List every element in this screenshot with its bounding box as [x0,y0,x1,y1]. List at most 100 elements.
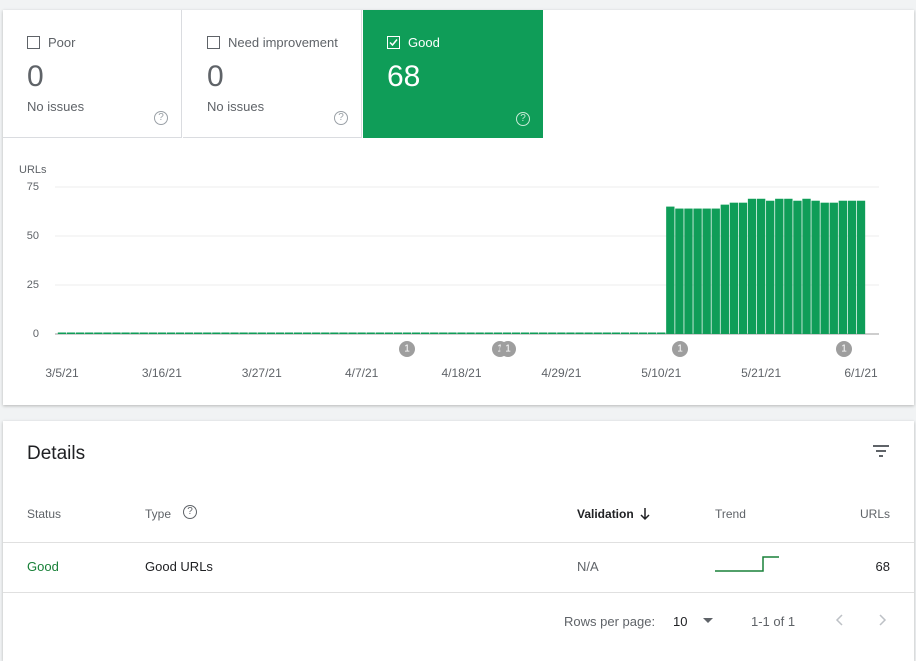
x-tick-label: 3/16/21 [142,366,182,380]
bar [130,333,138,335]
bar [348,333,356,335]
bar [85,333,93,335]
trend-sparkline [714,553,780,573]
bar [857,201,865,334]
bar [294,333,302,335]
bar [439,333,447,335]
x-tick-label: 4/18/21 [441,366,481,380]
bar [811,201,819,334]
bar [666,207,674,334]
bar [757,199,765,334]
bar [485,333,493,335]
header[interactable]: Validation [577,507,634,521]
bar [376,333,384,335]
bar [303,333,311,335]
bar [494,333,502,335]
y-tick-label: 50 [27,230,39,242]
bar [848,201,856,334]
chart: URLs 02550753/5/213/16/213/27/214/7/214/… [3,10,914,405]
bar [149,333,157,335]
bar [730,203,738,334]
sort-icon [639,507,651,521]
bar [739,203,747,334]
bar [721,205,729,334]
rows-select[interactable]: 10 [673,614,687,629]
bar [448,333,456,335]
bar [684,209,692,334]
next-page[interactable] [879,614,887,626]
bar [839,201,847,334]
bar [76,333,84,335]
bar [239,333,247,335]
bar [784,199,792,334]
bar [612,333,620,335]
bar [403,333,411,335]
bar [503,333,511,335]
bar [330,333,338,335]
bar [575,333,583,335]
annotation-label: 1 [505,344,511,355]
bar [648,333,656,335]
annotation-label: 1 [404,344,410,355]
x-tick-label: 5/10/21 [641,366,681,380]
bar [457,333,465,335]
header[interactable]: Status [27,507,61,521]
annotation-marker[interactable]: 1 [836,341,852,357]
bar [312,333,320,335]
x-tick-label: 5/21/21 [741,366,781,380]
bar [521,333,529,335]
bar [793,201,801,334]
help-icon[interactable]: ? [183,505,197,519]
bar [630,333,638,335]
y-tick-label: 75 [27,181,39,193]
range-label: 1-1 of 1 [751,614,795,629]
bar [276,333,284,335]
dropdown-icon[interactable] [703,618,713,624]
bar [603,333,611,335]
bar [775,199,783,334]
annotation-marker[interactable]: 1 [500,341,516,357]
bar [639,333,647,335]
annotation-marker[interactable]: 1 [672,341,688,357]
bar [702,209,710,334]
bar [584,333,592,335]
bar [258,333,266,335]
bar [367,333,375,335]
header[interactable]: URLs [860,507,890,521]
bar [385,333,393,335]
type-cell[interactable]: Good URLs [145,559,213,574]
x-tick-label: 3/5/21 [45,366,79,380]
status-cell[interactable]: Good [27,559,59,574]
bar [103,333,111,335]
bar [339,333,347,335]
bar [221,333,229,335]
validation-cell: N/A [577,559,599,574]
bar [112,333,120,335]
bar [548,333,556,335]
urls-cell: 68 [876,559,890,574]
bar [466,333,474,335]
bar [802,199,810,334]
annotation-label: 1 [841,344,847,355]
y-tick-label: 0 [33,328,39,340]
x-tick-label: 4/7/21 [345,366,379,380]
bar [121,333,129,335]
bar [712,209,720,334]
annotation-marker[interactable]: 1 [399,341,415,357]
bar [212,333,220,335]
bar [185,333,193,335]
bar [412,333,420,335]
bar [557,333,565,335]
bar [693,209,701,334]
prev-page[interactable] [835,614,843,626]
header[interactable]: Type [145,507,171,521]
bar [594,333,602,335]
bar [430,333,438,335]
bar [357,333,365,335]
bar [512,333,520,335]
bar [621,333,629,335]
header[interactable]: Trend [715,507,746,521]
filter-icon[interactable] [872,444,890,458]
bar [394,333,402,335]
